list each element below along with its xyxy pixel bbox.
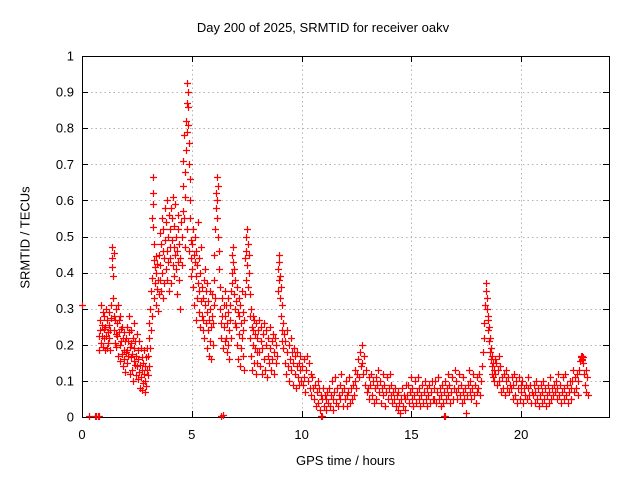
gridlines [82,56,609,417]
y-tick-label: 0.6 [56,193,74,208]
y-tick-label: 0.5 [56,229,74,244]
y-tick-label: 0.3 [56,301,74,316]
y-tick-label: 0.7 [56,157,74,172]
x-tick-label: 5 [188,427,195,442]
y-tick-label: 0 [67,410,74,425]
y-tick-label: 0.1 [56,373,74,388]
x-tick-label: 20 [514,427,528,442]
y-axis-label: SRMTID / TECUs [17,186,33,289]
y-tick-label: 0.4 [56,265,74,280]
y-tick-label: 0.2 [56,337,74,352]
tick-marks [82,56,609,418]
y-tick-label: 1 [67,49,74,64]
y-tick-label: 0.8 [56,121,74,136]
x-tick-label: 10 [294,427,308,442]
chart-title: Day 200 of 2025, SRMTID for receiver oak… [196,20,450,35]
y-tick-label: 0.9 [56,85,74,100]
data-points [79,80,592,420]
x-axis-label: GPS time / hours [296,453,395,468]
x-tick-label: 0 [78,427,85,442]
plot-border [82,56,610,418]
x-tick-label: 15 [404,427,418,442]
